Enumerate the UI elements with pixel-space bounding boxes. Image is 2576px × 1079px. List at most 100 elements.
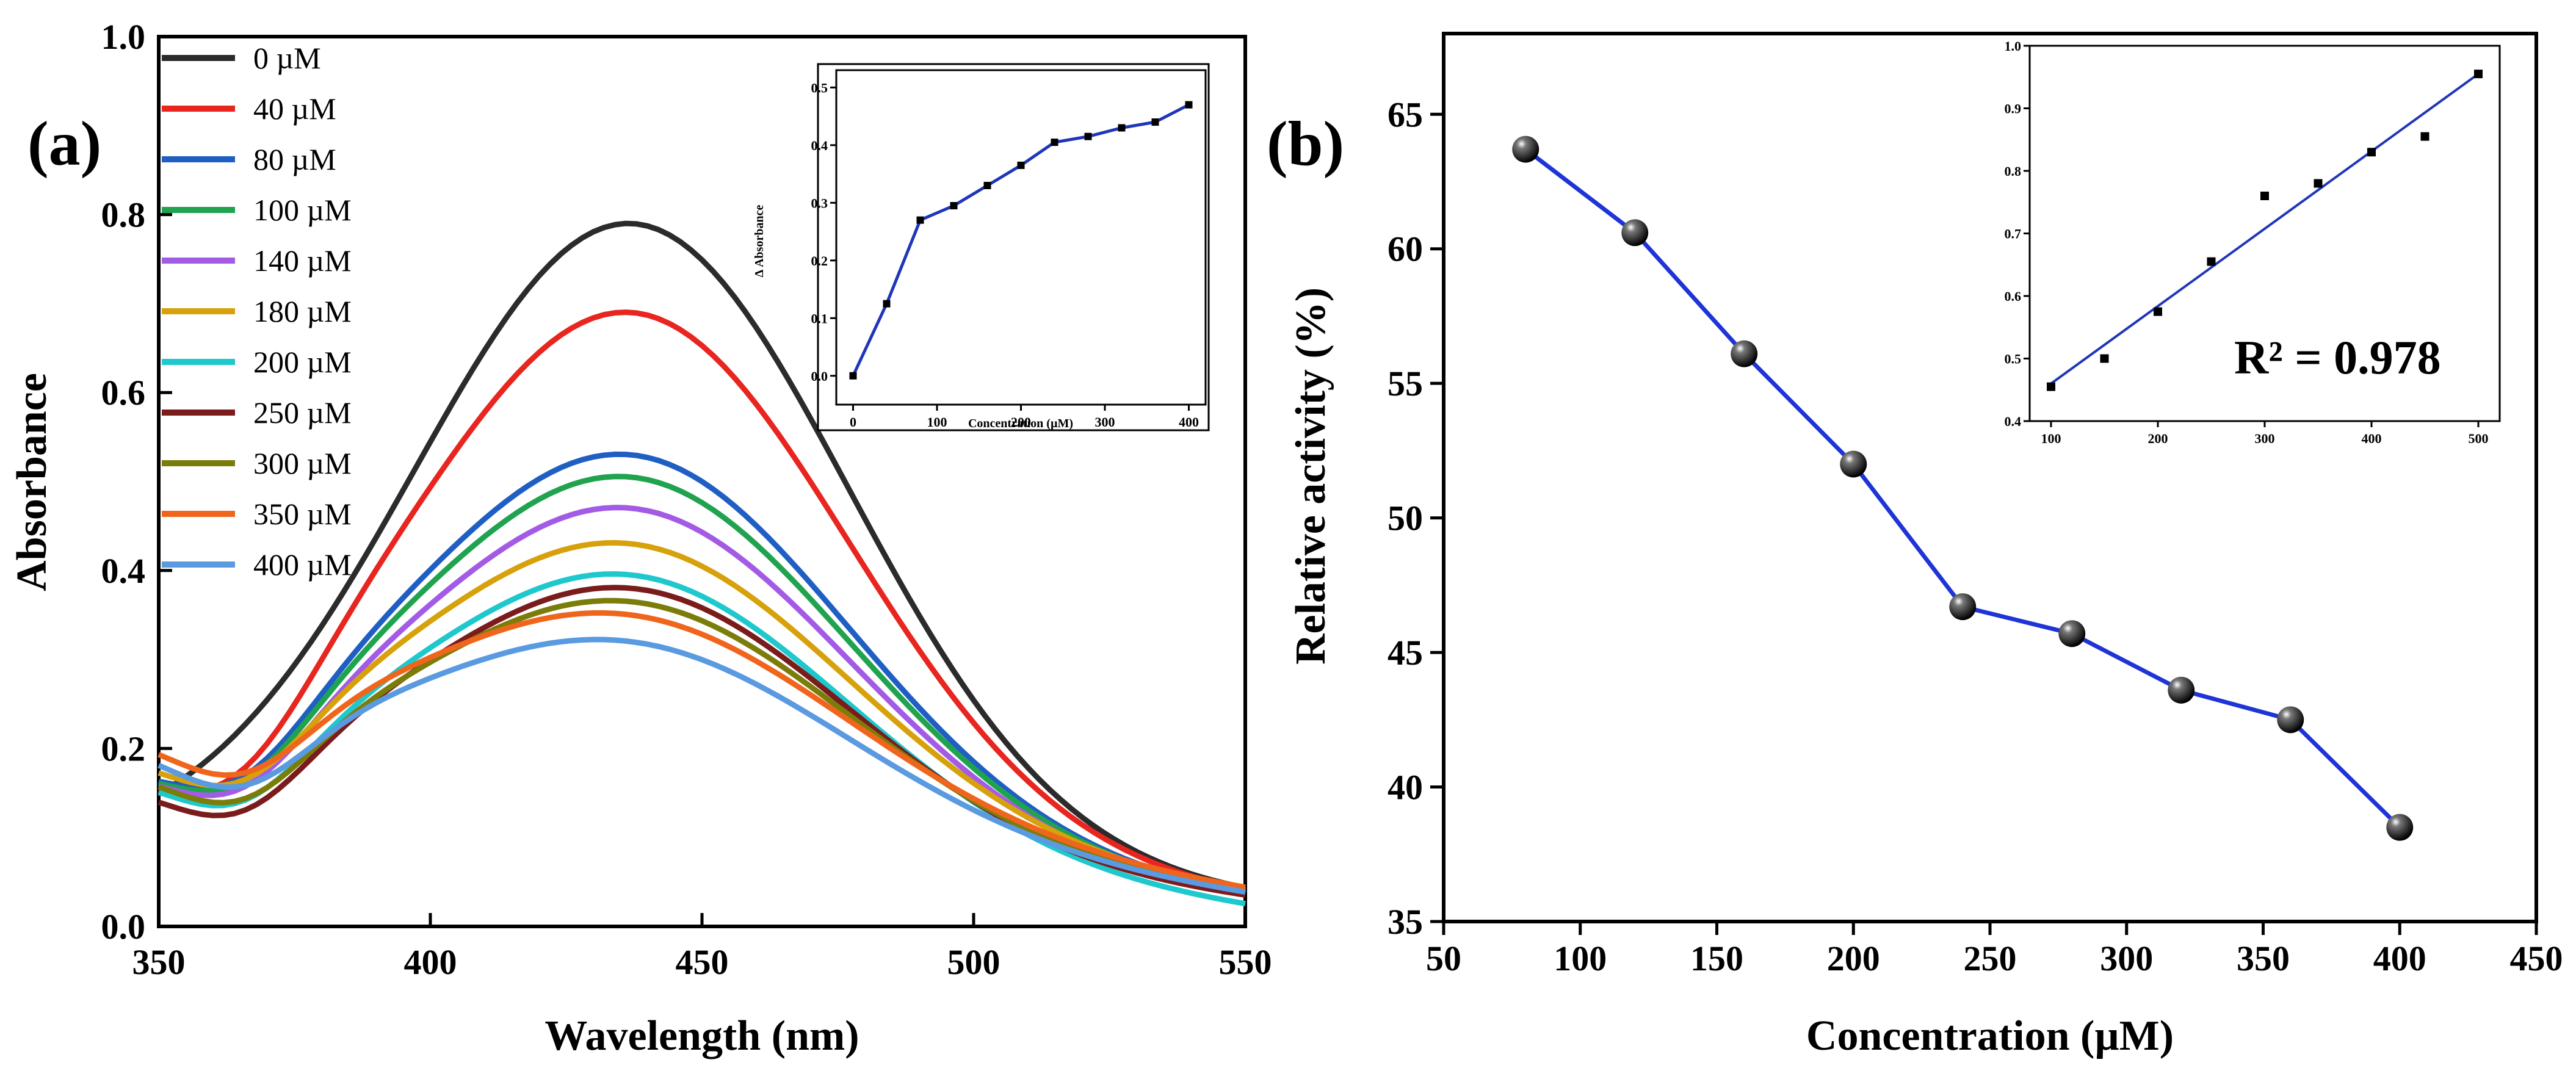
panel-a-y-axis-title: Absorbance xyxy=(9,373,56,591)
panel-b-y-tick-label: 60 xyxy=(1387,229,1423,269)
panel-a-legend-label: 200 µM xyxy=(253,345,352,379)
panel-b-inset-x-tick-label: 300 xyxy=(2255,431,2275,446)
panel-b-inset-point xyxy=(2100,354,2109,363)
panel-b-inset-x-tick-label: 200 xyxy=(2148,431,2168,446)
panel-a-legend: 0 µM 40 µM 80 µM 100 µM 140 µM 180 µM 200 µM 25… xyxy=(162,41,352,582)
panel-a-y-tick-label: 0.4 xyxy=(101,551,146,591)
panel-a-inset-point xyxy=(983,181,991,189)
panel-a-series-5-curve xyxy=(157,540,1246,893)
panel-b-inset-fit-line xyxy=(2050,73,2480,385)
panel-a-inset-point xyxy=(883,300,891,308)
panel-a-y-tick-label: 0.0 xyxy=(101,907,146,947)
panel-a-y-tick-label: 0.8 xyxy=(101,195,146,235)
panel-b-x-tick-label: 400 xyxy=(2373,939,2426,978)
panel-b-inset-ticks: 100 200 300 400 500 0.4 0.5 0.6 0.7 0.8 0.9 1.0 xyxy=(2005,38,2489,446)
panel-a-inset-x-axis-title: Concentration (µM) xyxy=(968,417,1073,430)
panel-b-y-tick-label: 65 xyxy=(1387,95,1423,134)
panel-a-inset-point xyxy=(1084,132,1092,140)
panel-a-inset-point xyxy=(1017,161,1025,169)
panel-a: (a) 350 400 450 500 550 0.0 0.2 0.4 0.6 0.8 1.0 0 … xyxy=(9,17,1272,1059)
panel-b-inset-x-tick-label: 100 xyxy=(2041,431,2061,446)
panel-a-x-tick-label: 500 xyxy=(947,942,1000,982)
panel-a-label: (a) xyxy=(27,109,101,179)
panel-a-x-axis-title: Wavelength (nm) xyxy=(545,1012,859,1059)
panel-a-inset-frame xyxy=(817,63,1210,431)
panel-b-point xyxy=(2386,814,2414,841)
panel-a-x-tick-label: 400 xyxy=(404,942,457,982)
panel-b-inset-y-tick-label: 0.9 xyxy=(2005,101,2022,117)
panel-a-x-tick-label: 550 xyxy=(1219,942,1272,982)
panel-a-legend-label: 300 µM xyxy=(253,446,352,480)
panel-a-inset-series xyxy=(849,101,1193,380)
panel-b-inset-point xyxy=(2047,382,2055,391)
panel-b-inset-point xyxy=(2154,307,2162,316)
panel-a-inset-y-tick-label: 0.3 xyxy=(811,195,828,211)
panel-a-x-tick-label: 350 xyxy=(132,942,186,982)
panel-b-x-axis-title: Concentration (µM) xyxy=(1806,1012,2174,1059)
panel-a-inset-point xyxy=(1151,118,1159,126)
panel-a-legend-label: 350 µM xyxy=(253,497,352,531)
panel-a-legend-label: 180 µM xyxy=(253,294,352,328)
panel-b-x-tick-label: 300 xyxy=(2100,939,2153,978)
panel-a-inset-y-tick-label: 0.5 xyxy=(811,80,828,95)
panel-a-legend-label: 0 µM xyxy=(253,41,321,75)
panel-b-y-tick-label: 40 xyxy=(1387,768,1423,807)
panel-b-inset-y-tick-label: 0.7 xyxy=(2005,226,2022,242)
panel-b-inset-series xyxy=(2047,70,2483,391)
panel-a-inset-point xyxy=(1051,139,1058,146)
panel-b-inset-x-tick-label: 400 xyxy=(2362,431,2382,446)
panel-a-series-9-curve xyxy=(157,610,1246,890)
panel-b-inset-point xyxy=(2420,132,2429,141)
panel-a-inset-x-tick-label: 0 xyxy=(850,414,856,430)
panel-a-inset-x-tick-label: 100 xyxy=(927,414,947,430)
panel-b-inset-y-tick-label: 0.6 xyxy=(2005,289,2022,304)
panel-b-point xyxy=(1731,340,1758,367)
panel-a-legend-label: 400 µM xyxy=(253,547,352,582)
panel-a-inset-x-tick-label: 400 xyxy=(1179,414,1199,430)
panel-a-y-tick-label: 1.0 xyxy=(101,17,146,57)
panel-a-series-1-curve xyxy=(158,309,1246,893)
panel-a-y-tick-label: 0.6 xyxy=(101,373,146,413)
panel-a-legend-label: 250 µM xyxy=(253,395,352,430)
panel-b-inset-y-tick-label: 0.5 xyxy=(2005,352,2022,367)
panel-b-ticks: 50 100 150 200 250 300 350 400 450 35 40 45 50 55 60 65 xyxy=(1387,95,2563,978)
panel-b-y-tick-label: 55 xyxy=(1387,364,1423,403)
panel-a-inset: 0 100 200 300 400 0.0 0.1 0.2 0.3 0.4 0.5 Concentr… xyxy=(753,63,1210,431)
panel-a-curves xyxy=(157,220,1246,907)
panel-b-inset-y-tick-label: 1.0 xyxy=(2005,38,2022,54)
panel-b-point xyxy=(2058,620,2086,648)
panel-a-y-tick-label: 0.2 xyxy=(101,729,146,768)
panel-b-point xyxy=(2277,706,2304,734)
panel-b-label: (b) xyxy=(1267,109,1344,179)
panel-a-inset-x-tick-label: 200 xyxy=(1011,414,1031,430)
panel-a-legend-label: 40 µM xyxy=(253,92,336,126)
panel-b-x-tick-label: 250 xyxy=(1964,939,2017,978)
panel-b-inset: 100 200 300 400 500 0.4 0.5 0.6 0.7 0.8 0.9 1.0 R² … xyxy=(2005,38,2501,446)
panel-b-point xyxy=(1949,593,1977,621)
panel-a-legend-label: 80 µM xyxy=(253,142,336,176)
panel-a-ticks: 350 400 450 500 550 0.0 0.2 0.4 0.6 0.8 1.0 xyxy=(101,17,1272,982)
panel-b-y-tick-label: 50 xyxy=(1387,499,1423,538)
panel-b-point xyxy=(1840,450,1867,478)
panel-b-inset-point xyxy=(2207,257,2216,266)
panel-b-inset-y-tick-label: 0.8 xyxy=(2005,164,2022,179)
panel-b-inset-point xyxy=(2314,179,2323,188)
panel-a-series-0-curve xyxy=(157,220,1246,890)
panel-a-inset-x-tick-label: 300 xyxy=(1095,414,1115,430)
panel-b-x-tick-label: 100 xyxy=(1554,939,1607,978)
panel-b-x-tick-label: 350 xyxy=(2237,939,2290,978)
panel-a-inset-y-tick-label: 0.0 xyxy=(811,369,828,384)
panel-b-inset-point xyxy=(2260,192,2269,200)
panel-b-y-tick-label: 35 xyxy=(1387,902,1423,942)
panel-b-r-squared-annotation: R² = 0.978 xyxy=(2234,331,2441,384)
panel-b-y-axis-title: Relative activity (%) xyxy=(1287,287,1334,665)
panel-b-x-tick-label: 150 xyxy=(1690,939,1743,978)
panel-a-inset-ticks: 0 100 200 300 400 0.0 0.1 0.2 0.3 0.4 0.5 xyxy=(811,80,1199,430)
panel-b-x-tick-label: 450 xyxy=(2510,939,2563,978)
panel-b-inset-point xyxy=(2367,148,2376,157)
panel-a-legend-label: 100 µM xyxy=(253,193,352,227)
panel-b-inset-point xyxy=(2474,70,2483,79)
panel-b-point xyxy=(1512,135,1539,163)
panel-b-inset-x-tick-label: 500 xyxy=(2469,431,2489,446)
